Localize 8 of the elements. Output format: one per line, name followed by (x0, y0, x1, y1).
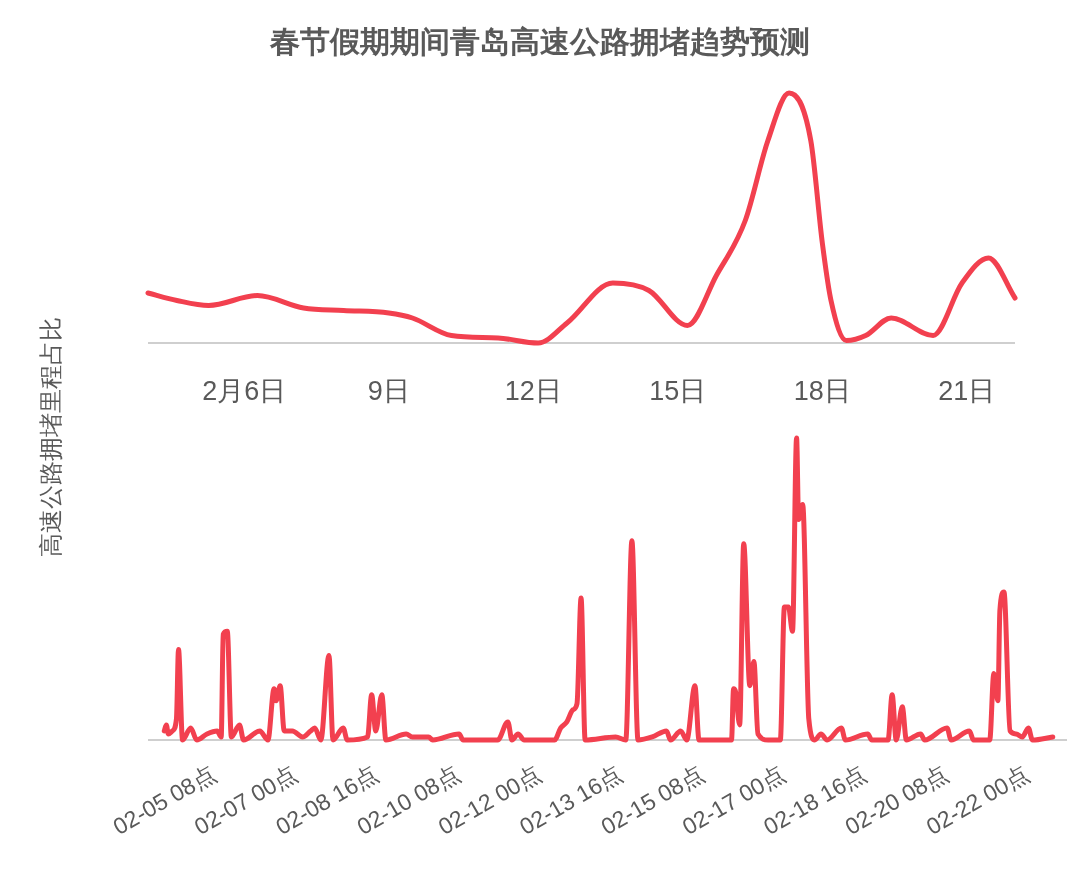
x-tick-label: 2月6日 (202, 376, 287, 406)
x-tick-label: 12日 (504, 376, 562, 406)
chart-title: 春节假期期间青岛高速公路拥堵趋势预测 (270, 25, 810, 58)
y-axis-title: 高速公路拥堵里程占比 (36, 317, 64, 557)
x-tick-label: 15日 (649, 376, 707, 406)
x-tick-label: 9日 (367, 376, 410, 406)
x-tick-label: 18日 (793, 376, 851, 406)
x-tick-label: 21日 (938, 376, 996, 406)
